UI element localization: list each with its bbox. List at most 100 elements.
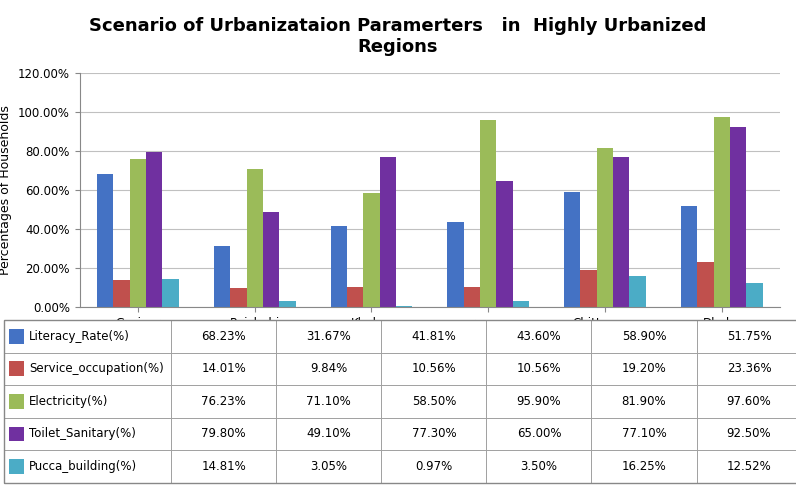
- Text: 95.90%: 95.90%: [517, 395, 561, 408]
- Text: 51.75%: 51.75%: [727, 330, 771, 343]
- FancyBboxPatch shape: [486, 450, 591, 483]
- FancyBboxPatch shape: [4, 418, 171, 450]
- Bar: [114, 280, 130, 307]
- Bar: [746, 283, 763, 307]
- Text: 77.30%: 77.30%: [412, 427, 456, 441]
- FancyBboxPatch shape: [591, 352, 696, 385]
- FancyBboxPatch shape: [276, 385, 381, 418]
- FancyBboxPatch shape: [486, 385, 591, 418]
- FancyBboxPatch shape: [696, 320, 796, 352]
- FancyBboxPatch shape: [171, 450, 276, 483]
- FancyBboxPatch shape: [591, 418, 696, 450]
- Text: 92.50%: 92.50%: [727, 427, 771, 441]
- Text: 31.67%: 31.67%: [306, 330, 351, 343]
- Text: 0.97%: 0.97%: [416, 460, 452, 473]
- FancyBboxPatch shape: [591, 385, 696, 418]
- Bar: [247, 169, 263, 307]
- Bar: [480, 120, 497, 307]
- FancyBboxPatch shape: [486, 320, 591, 352]
- Bar: [146, 152, 162, 307]
- Bar: [730, 127, 746, 307]
- Bar: [697, 262, 713, 307]
- FancyBboxPatch shape: [276, 320, 381, 352]
- Text: 43.60%: 43.60%: [517, 330, 561, 343]
- Text: Literacy_Rate(%): Literacy_Rate(%): [29, 330, 130, 343]
- Bar: [497, 181, 513, 307]
- Text: 58.90%: 58.90%: [622, 330, 666, 343]
- Y-axis label: Percentages of Households: Percentages of Households: [0, 105, 12, 275]
- Text: 23.36%: 23.36%: [727, 362, 771, 375]
- Bar: [513, 301, 529, 307]
- Text: 81.90%: 81.90%: [622, 395, 666, 408]
- Bar: [713, 117, 730, 307]
- FancyBboxPatch shape: [276, 418, 381, 450]
- FancyBboxPatch shape: [696, 418, 796, 450]
- Bar: [214, 245, 230, 307]
- Bar: [464, 287, 480, 307]
- Text: 97.60%: 97.60%: [727, 395, 771, 408]
- Bar: [97, 174, 114, 307]
- Text: 49.10%: 49.10%: [306, 427, 351, 441]
- FancyBboxPatch shape: [696, 450, 796, 483]
- FancyBboxPatch shape: [381, 385, 486, 418]
- Bar: [347, 287, 363, 307]
- Text: 14.81%: 14.81%: [201, 460, 246, 473]
- Bar: [9, 362, 24, 376]
- FancyBboxPatch shape: [4, 385, 171, 418]
- Bar: [263, 212, 279, 307]
- FancyBboxPatch shape: [381, 418, 486, 450]
- Text: 68.23%: 68.23%: [201, 330, 246, 343]
- FancyBboxPatch shape: [171, 418, 276, 450]
- Text: 41.81%: 41.81%: [412, 330, 456, 343]
- Text: 3.50%: 3.50%: [521, 460, 557, 473]
- FancyBboxPatch shape: [276, 450, 381, 483]
- Text: 10.56%: 10.56%: [412, 362, 456, 375]
- Bar: [380, 157, 396, 307]
- Bar: [162, 279, 179, 307]
- Text: 76.23%: 76.23%: [201, 395, 246, 408]
- FancyBboxPatch shape: [486, 352, 591, 385]
- Text: 58.50%: 58.50%: [412, 395, 456, 408]
- Bar: [9, 459, 24, 474]
- FancyBboxPatch shape: [486, 418, 591, 450]
- Bar: [564, 192, 580, 307]
- Bar: [9, 394, 24, 409]
- Text: 14.01%: 14.01%: [201, 362, 246, 375]
- Bar: [597, 147, 613, 307]
- Text: 9.84%: 9.84%: [310, 362, 347, 375]
- Bar: [330, 226, 347, 307]
- Text: 12.52%: 12.52%: [727, 460, 771, 473]
- Text: 10.56%: 10.56%: [517, 362, 561, 375]
- Text: 71.10%: 71.10%: [306, 395, 351, 408]
- Bar: [580, 270, 597, 307]
- FancyBboxPatch shape: [276, 352, 381, 385]
- Text: Service_occupation(%): Service_occupation(%): [29, 362, 164, 375]
- Bar: [279, 302, 295, 307]
- Text: 19.20%: 19.20%: [622, 362, 666, 375]
- FancyBboxPatch shape: [591, 450, 696, 483]
- FancyBboxPatch shape: [381, 320, 486, 352]
- FancyBboxPatch shape: [591, 320, 696, 352]
- FancyBboxPatch shape: [381, 352, 486, 385]
- FancyBboxPatch shape: [381, 450, 486, 483]
- Bar: [130, 159, 146, 307]
- Text: 79.80%: 79.80%: [201, 427, 246, 441]
- FancyBboxPatch shape: [171, 320, 276, 352]
- FancyBboxPatch shape: [171, 352, 276, 385]
- Bar: [447, 223, 464, 307]
- FancyBboxPatch shape: [696, 385, 796, 418]
- Bar: [9, 329, 24, 344]
- Bar: [396, 305, 412, 307]
- Bar: [681, 206, 697, 307]
- Text: Toilet_Sanitary(%): Toilet_Sanitary(%): [29, 427, 136, 441]
- Text: 3.05%: 3.05%: [310, 460, 347, 473]
- Bar: [363, 193, 380, 307]
- Text: Electricity(%): Electricity(%): [29, 395, 108, 408]
- FancyBboxPatch shape: [4, 352, 171, 385]
- FancyBboxPatch shape: [171, 385, 276, 418]
- Bar: [230, 288, 247, 307]
- Text: Pucca_building(%): Pucca_building(%): [29, 460, 137, 473]
- Text: 16.25%: 16.25%: [622, 460, 666, 473]
- FancyBboxPatch shape: [4, 320, 171, 352]
- Text: Scenario of Urbanizataion Paramerters   in  Highly Urbanized
Regions: Scenario of Urbanizataion Paramerters in…: [89, 17, 707, 56]
